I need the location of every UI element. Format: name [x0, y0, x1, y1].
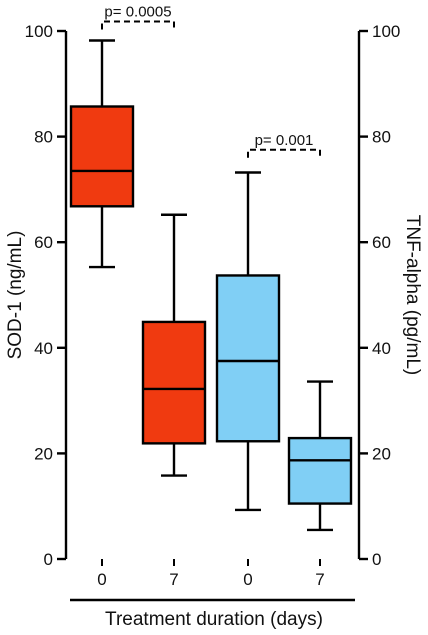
- x-tick-label: 0: [243, 570, 252, 589]
- y-left-axis-title: SOD-1 (ng/mL): [5, 231, 26, 360]
- iqr-box: [215, 274, 281, 443]
- left-y-tick-label: 40: [34, 339, 53, 358]
- significance-bracket: p= 0.001: [247, 132, 321, 158]
- bracket-line: [247, 148, 321, 158]
- box-group: [287, 380, 353, 532]
- iqr-box: [141, 320, 207, 445]
- right-y-tick-label: 100: [372, 22, 400, 41]
- right-y-tick-label: 80: [372, 128, 391, 147]
- right-y-tick-label: 0: [372, 550, 381, 569]
- x-axis-title: Treatment duration (days): [105, 609, 323, 630]
- left-y-ticks: 0 20 40 60 80 100: [25, 22, 66, 569]
- iqr-box: [69, 105, 135, 208]
- right-y-tick-label: 40: [372, 339, 391, 358]
- iqr-box: [287, 436, 353, 505]
- right-y-tick-label: 20: [372, 444, 391, 463]
- p-value-label: p= 0.0005: [104, 3, 171, 20]
- left-y-tick-label: 60: [34, 233, 53, 252]
- right-y-tick-label: 60: [372, 233, 391, 252]
- box-group: [141, 213, 207, 477]
- boxes: [69, 39, 353, 532]
- box-group: [215, 171, 281, 512]
- significance-bracket: p= 0.0005: [101, 3, 175, 30]
- x-tick-label: 7: [169, 570, 178, 589]
- left-y-tick-label: 20: [34, 444, 53, 463]
- p-value-label: p= 0.001: [255, 132, 314, 149]
- left-y-tick-label: 0: [44, 550, 53, 569]
- left-y-tick-label: 100: [25, 22, 53, 41]
- significance-annotations: p= 0.0005 p= 0.001: [101, 3, 321, 158]
- left-y-tick-label: 80: [34, 128, 53, 147]
- x-ticks: 0 7 0 7: [97, 559, 325, 589]
- bracket-line: [101, 20, 175, 30]
- y-right-axis-title: TNF-alpha (pg/mL): [402, 215, 423, 376]
- x-tick-label: 0: [97, 570, 106, 589]
- box-group: [69, 39, 135, 269]
- right-y-ticks: 0 20 40 60 80 100: [359, 22, 400, 569]
- x-tick-label: 7: [315, 570, 324, 589]
